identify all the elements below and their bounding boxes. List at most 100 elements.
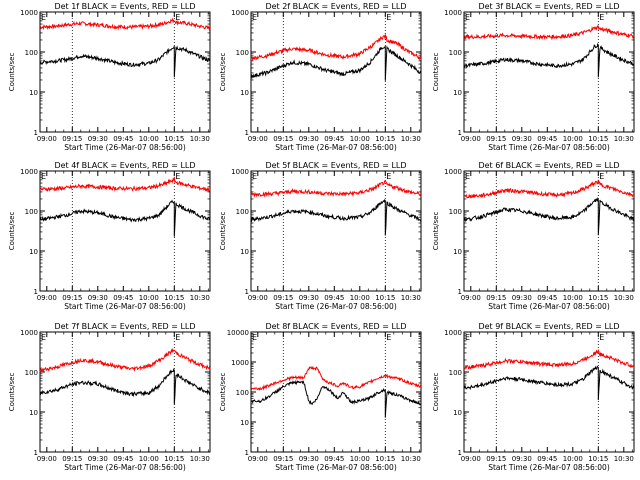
x-tick-label: 09:15 <box>486 455 506 463</box>
event-marker-label: E <box>386 172 391 181</box>
y-tick-label: 100 <box>25 369 38 377</box>
event-marker-label: E <box>599 333 604 342</box>
x-tick-label: 09:30 <box>88 455 108 463</box>
x-tick-label: 09:30 <box>299 294 319 302</box>
x-tick-label: 10:15 <box>375 455 395 463</box>
detector-panel-7: Det 7f BLACK = Events, RED = LLD 1 10 100 10… <box>8 322 211 472</box>
lld-series-line <box>463 25 635 41</box>
y-tick-label: 10 <box>29 248 38 256</box>
event-marker-label: E <box>252 333 257 342</box>
panel-title: Det 9f BLACK = Events, RED = LLD <box>478 322 619 331</box>
x-tick-label: 10:30 <box>190 294 210 302</box>
event-marker-label: E <box>465 333 470 342</box>
event-marker-label: E <box>465 172 470 181</box>
x-tick-label: 09:30 <box>299 455 319 463</box>
event-marker-label: E <box>599 172 604 181</box>
y-axis-label: Counts/sec <box>219 53 227 92</box>
y-tick-label: 10 <box>240 419 249 427</box>
x-tick-label: 09:45 <box>324 455 344 463</box>
y-axis-label: Counts/sec <box>432 53 440 92</box>
lld-series-line <box>250 180 422 198</box>
x-tick-label: 10:15 <box>375 294 395 302</box>
detector-panel-9: Det 9f BLACK = Events, RED = LLD 1 10 100 10… <box>432 322 635 472</box>
panel-title: Det 8f BLACK = Events, RED = LLD <box>265 322 406 331</box>
x-tick-label: 10:30 <box>401 135 421 143</box>
x-tick-label: 09:45 <box>113 455 133 463</box>
y-tick-label: 1000 <box>20 168 38 176</box>
y-tick-label: 100 <box>25 208 38 216</box>
y-tick-label: 10 <box>453 89 462 97</box>
x-tick-label: 09:00 <box>248 455 268 463</box>
panel-title: Det 2f BLACK = Events, RED = LLD <box>265 2 406 11</box>
x-tick-label: 09:00 <box>37 455 57 463</box>
x-tick-label: 09:15 <box>273 135 293 143</box>
y-tick-label: 10000 <box>227 329 249 337</box>
x-tick-label: 09:45 <box>324 294 344 302</box>
lld-series-line <box>463 348 635 370</box>
x-tick-label: 09:45 <box>537 455 557 463</box>
lld-series-line <box>463 179 635 199</box>
x-tick-label: 09:00 <box>248 294 268 302</box>
y-tick-label: 100 <box>449 369 462 377</box>
x-tick-label: 10:15 <box>164 294 184 302</box>
x-tick-label: 10:15 <box>164 135 184 143</box>
y-tick-label: 1 <box>34 129 38 137</box>
y-tick-label: 1000 <box>444 168 462 176</box>
x-tick-label: 09:45 <box>113 135 133 143</box>
x-tick-label: 09:00 <box>461 294 481 302</box>
y-axis-label: Counts/sec <box>8 212 16 251</box>
event-marker-label: E <box>41 13 46 22</box>
plot-frame <box>463 331 635 453</box>
x-axis-label: Start Time (26-Mar-07 08:56:00) <box>275 302 397 311</box>
x-tick-label: 10:30 <box>401 294 421 302</box>
x-tick-label: 10:30 <box>190 135 210 143</box>
x-axis-label: Start Time (26-Mar-07 08:56:00) <box>275 463 397 472</box>
detector-panel-1: Det 1f BLACK = Events, RED = LLD 1 10 100 10… <box>8 2 211 152</box>
events-series-line <box>463 197 635 236</box>
detector-panel-3: Det 3f BLACK = Events, RED = LLD 1 10 100 10… <box>432 2 635 152</box>
y-axis-label: Counts/sec <box>8 373 16 412</box>
x-tick-label: 09:15 <box>486 135 506 143</box>
y-axis-label: Counts/sec <box>219 212 227 251</box>
y-tick-label: 100 <box>25 49 38 57</box>
event-marker-label: E <box>41 172 46 181</box>
x-tick-label: 09:30 <box>299 135 319 143</box>
lld-series-line <box>39 347 211 373</box>
y-tick-label: 1000 <box>231 168 249 176</box>
y-tick-label: 1000 <box>231 359 249 367</box>
x-tick-label: 09:30 <box>512 135 532 143</box>
event-marker-label: E <box>175 172 180 181</box>
x-tick-label: 09:45 <box>537 294 557 302</box>
events-series-line <box>250 198 422 236</box>
detector-panel-6: Det 6f BLACK = Events, RED = LLD 1 10 100 10… <box>432 161 635 311</box>
lld-series-line <box>250 34 422 62</box>
y-tick-label: 1 <box>34 288 38 296</box>
x-axis-label: Start Time (26-Mar-07 08:56:00) <box>275 143 397 152</box>
y-tick-label: 1000 <box>444 9 462 17</box>
x-axis-label: Start Time (26-Mar-07 08:56:00) <box>488 463 610 472</box>
y-tick-label: 10 <box>240 248 249 256</box>
y-tick-label: 100 <box>236 208 249 216</box>
x-tick-label: 09:45 <box>113 294 133 302</box>
y-tick-label: 10 <box>453 248 462 256</box>
y-axis-label: Counts/sec <box>432 212 440 251</box>
x-tick-label: 10:15 <box>375 135 395 143</box>
x-tick-label: 10:15 <box>164 455 184 463</box>
y-tick-label: 1 <box>458 449 462 457</box>
y-tick-label: 10 <box>29 89 38 97</box>
events-series-line <box>463 43 635 78</box>
x-axis-label: Start Time (26-Mar-07 08:56:00) <box>488 143 610 152</box>
x-tick-label: 09:00 <box>461 455 481 463</box>
event-marker-label: E <box>386 333 391 342</box>
events-series-line <box>39 45 211 78</box>
plot-frame <box>39 170 211 292</box>
y-tick-label: 1 <box>34 449 38 457</box>
y-tick-label: 1000 <box>20 9 38 17</box>
x-tick-label: 10:30 <box>614 455 634 463</box>
x-tick-label: 09:00 <box>248 135 268 143</box>
x-tick-label: 10:15 <box>588 135 608 143</box>
x-tick-label: 10:30 <box>190 455 210 463</box>
y-tick-label: 1 <box>245 129 249 137</box>
panel-title: Det 7f BLACK = Events, RED = LLD <box>54 322 195 331</box>
event-marker-label: E <box>175 13 180 22</box>
